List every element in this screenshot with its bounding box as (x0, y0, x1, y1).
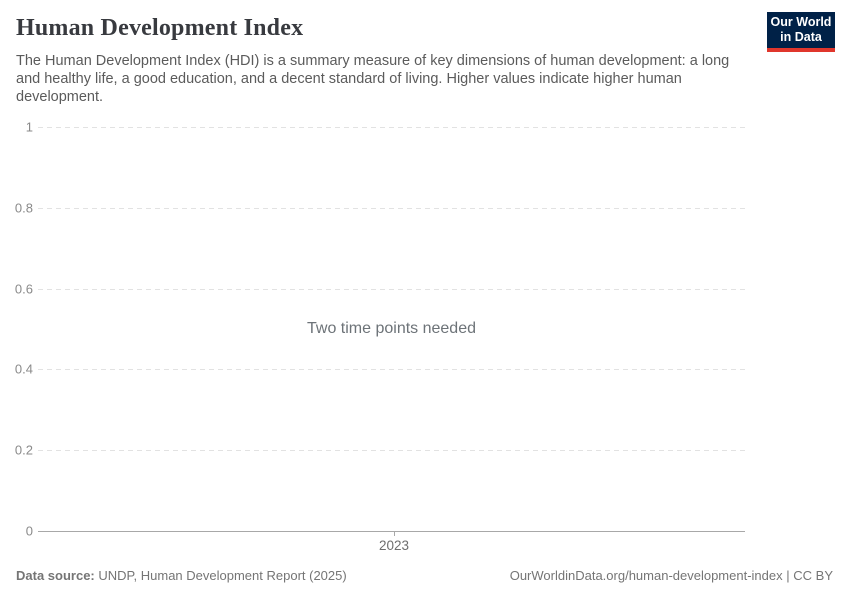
gridline (38, 127, 745, 128)
y-tick-label: 0.6 (14, 281, 33, 297)
no-data-message: Two time points needed (307, 320, 476, 337)
owid-logo[interactable]: Our World in Data (767, 12, 835, 52)
owid-logo-line1: Our World (770, 15, 832, 29)
x-tick-mark-2023 (394, 531, 395, 536)
gridline (38, 369, 745, 370)
gridline (38, 208, 745, 209)
page-title: Human Development Index (16, 15, 304, 41)
y-tick-label: 1 (25, 119, 33, 135)
attribution-note: OurWorldinData.org/human-development-ind… (510, 568, 833, 583)
y-tick-label: 0.4 (14, 361, 33, 377)
x-tick-label-2023: 2023 (378, 538, 410, 553)
gridline (38, 289, 745, 290)
y-tick-label: 0.2 (14, 442, 33, 458)
license-label: CC BY (793, 568, 833, 583)
footer-separator: | (786, 568, 790, 583)
x-axis-line (38, 531, 745, 532)
gridline (38, 450, 745, 451)
chart-subtitle: The Human Development Index (HDI) is a s… (16, 53, 730, 105)
data-source-label: Data source: (16, 568, 95, 583)
data-source-note: Data source: UNDP, Human Development Rep… (16, 568, 347, 583)
owid-url-link[interactable]: OurWorldinData.org/human-development-ind… (509, 568, 783, 583)
data-source-value: UNDP, Human Development Report (2025) (98, 568, 347, 583)
chart-footer: Data source: UNDP, Human Development Rep… (16, 568, 833, 583)
y-tick-label: 0 (25, 523, 33, 539)
y-tick-label: 0.8 (14, 200, 33, 216)
owid-logo-line2: in Data (780, 30, 822, 44)
